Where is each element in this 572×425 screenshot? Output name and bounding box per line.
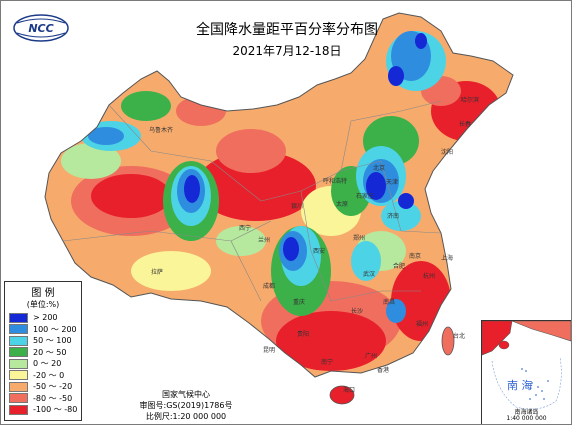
city-label: 杭州	[423, 273, 436, 280]
city-label: 海口	[343, 387, 356, 394]
city-label: 天津	[386, 179, 399, 186]
taiwan-island	[441, 326, 455, 356]
legend-label: 100 ～ 200	[33, 324, 77, 334]
legend-item: > 200	[9, 312, 81, 324]
inset-scale: 1:40 000 000	[506, 415, 547, 422]
map-subtitle: 2021年7月12-18日	[232, 44, 342, 58]
legend-title: 图 例	[31, 288, 55, 299]
south-china-sea-label: 南 海	[507, 379, 533, 392]
legend-label: > 200	[33, 313, 58, 323]
city-label: 长沙	[351, 308, 364, 315]
city-label: 济南	[387, 213, 400, 220]
legend-unit: (单位:%)	[26, 300, 60, 309]
agency-name: 国家气候中心	[162, 390, 210, 399]
approval-number: 审图号:GS(2019)1786号	[139, 401, 233, 410]
china-boundary	[44, 12, 514, 378]
legend-swatch	[9, 347, 28, 358]
city-label: 上海	[441, 255, 454, 262]
city-label: 兰州	[258, 237, 271, 244]
legend-item: -100 ～ -80	[9, 404, 81, 416]
legend-item: 100 ～ 200	[9, 324, 81, 336]
legend-item: 20 ～ 50	[9, 347, 81, 359]
legend-item: -20 ～ 0	[9, 370, 81, 382]
city-label: 呼和浩特	[323, 178, 348, 185]
city-label: 成都	[263, 283, 276, 290]
legend-swatch	[9, 370, 28, 381]
legend-label: -20 ～ 0	[33, 370, 65, 380]
map-scale: 比例尺:1:20 000 000	[145, 412, 227, 421]
city-label: 福州	[416, 321, 429, 328]
hainan-island	[329, 385, 355, 405]
city-label: 香港	[377, 367, 390, 374]
province-boundaries	[62, 100, 442, 302]
inset-map	[482, 321, 571, 410]
legend-swatch	[9, 312, 28, 323]
city-label: 沈阳	[441, 149, 454, 156]
legend-label: -50 ～ -20	[33, 382, 73, 392]
city-label: 银川	[291, 203, 304, 210]
legend-label: -80 ～ -50	[33, 393, 73, 403]
city-label: 合肥	[393, 263, 406, 270]
city-label: 南宁	[321, 359, 334, 366]
map-credits: 国家气候中心 审图号:GS(2019)1786号 比例尺:1:20 000 00…	[121, 389, 251, 422]
city-label: 长春	[459, 121, 472, 128]
ncc-logo: NCC	[13, 14, 69, 42]
legend-label: 20 ～ 50	[33, 347, 67, 357]
legend-swatch	[9, 335, 28, 346]
legend-label: 50 ～ 100	[33, 336, 72, 346]
legend-swatch	[9, 404, 28, 415]
svg-text:NCC: NCC	[28, 22, 53, 35]
city-label: 太原	[336, 201, 349, 208]
map-title: 全国降水量距平百分率分布图	[196, 22, 378, 38]
city-label: 拉萨	[151, 269, 164, 276]
city-label: 贵阳	[297, 331, 310, 338]
city-label: 广州	[365, 353, 378, 360]
legend-swatch	[9, 324, 28, 335]
legend-label: -100 ～ -80	[33, 405, 78, 415]
legend-item: -50 ～ -20	[9, 381, 81, 393]
city-label: 郑州	[353, 235, 366, 242]
city-label: 昆明	[263, 347, 276, 354]
legend-item: 50 ～ 100	[9, 335, 81, 347]
legend-item: -80 ～ -50	[9, 393, 81, 405]
legend-label: 0 ～ 20	[33, 359, 62, 369]
legend-swatch	[9, 393, 28, 404]
city-label: 乌鲁木齐	[149, 127, 174, 134]
city-label: 武汉	[363, 271, 376, 278]
city-label: 西安	[313, 248, 326, 255]
city-label: 南京	[409, 253, 422, 260]
city-label: 北京	[373, 165, 386, 172]
city-label: 台北	[453, 333, 466, 340]
legend: 图 例 (单位:%) > 200 100 ～ 200 50 ～ 100 20 ～…	[4, 281, 82, 421]
legend-item: 0 ～ 20	[9, 358, 81, 370]
legend-swatch	[9, 381, 28, 392]
city-label: 重庆	[293, 299, 306, 306]
city-label: 石家庄	[356, 193, 375, 200]
city-label: 西宁	[239, 225, 252, 232]
south-china-sea-inset: 南 海 南海诸岛 1:40 000 000	[481, 320, 571, 424]
city-label: 南昌	[383, 299, 396, 306]
city-label: 哈尔滨	[461, 97, 480, 104]
legend-swatch	[9, 358, 28, 369]
inset-caption: 南海诸岛	[514, 409, 539, 416]
